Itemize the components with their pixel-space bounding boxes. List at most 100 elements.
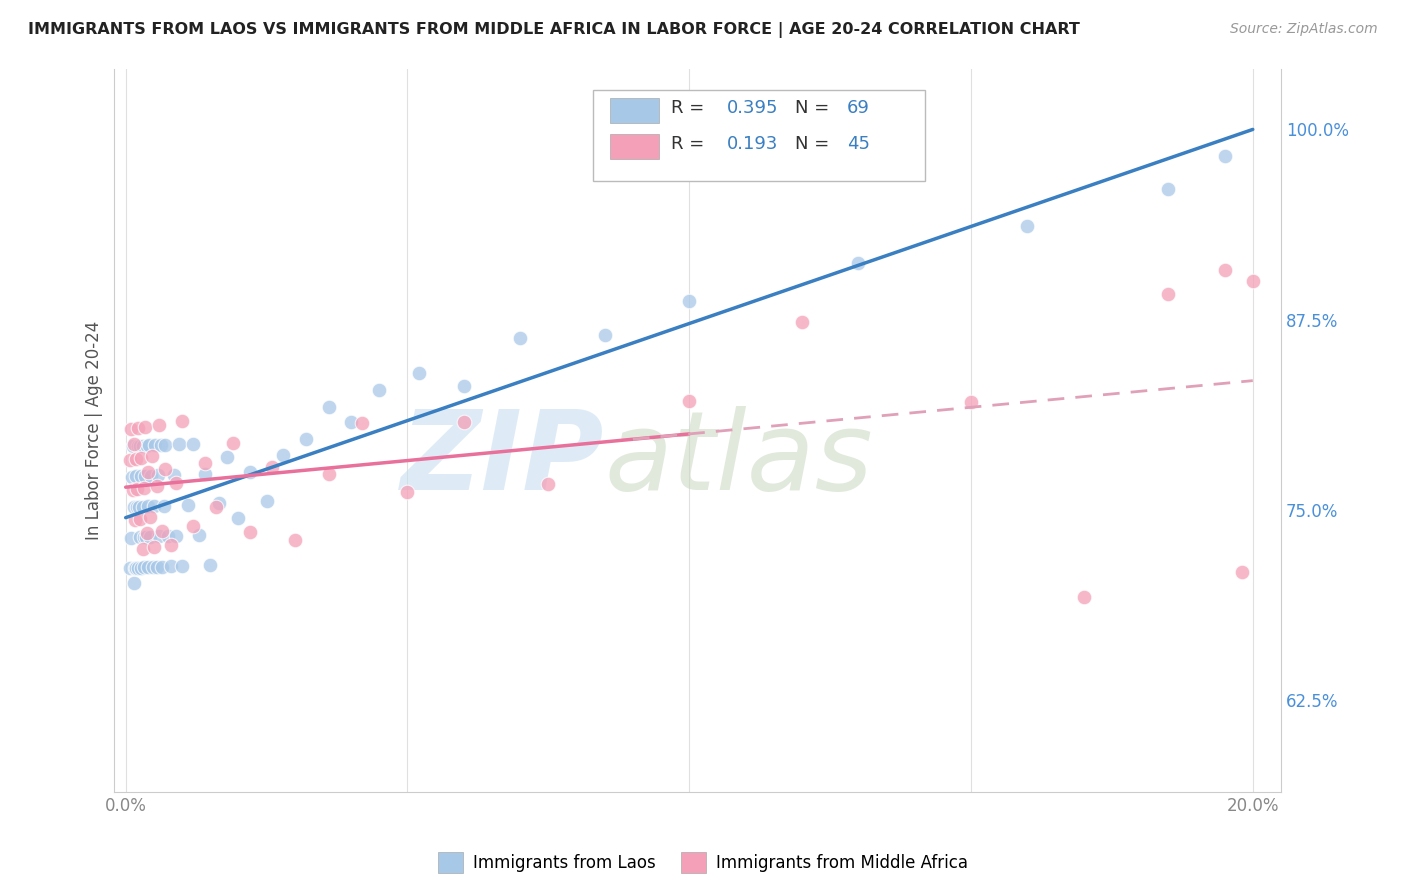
Point bbox=[131, 500, 153, 514]
Point bbox=[150, 559, 173, 574]
Point bbox=[194, 467, 217, 481]
FancyBboxPatch shape bbox=[593, 90, 925, 180]
Point bbox=[129, 530, 152, 544]
Point bbox=[122, 576, 145, 591]
Point bbox=[273, 448, 295, 462]
Point bbox=[136, 465, 159, 479]
Point bbox=[136, 500, 159, 514]
Point bbox=[127, 439, 149, 453]
Point bbox=[262, 460, 284, 475]
Point bbox=[200, 558, 222, 572]
Point bbox=[122, 437, 145, 451]
Point bbox=[1213, 149, 1236, 163]
Point bbox=[143, 438, 166, 452]
Point bbox=[228, 510, 250, 524]
Text: atlas: atlas bbox=[605, 406, 873, 513]
Point bbox=[120, 531, 142, 545]
Point bbox=[122, 500, 145, 514]
Text: 45: 45 bbox=[846, 136, 870, 153]
Point bbox=[142, 499, 165, 513]
Point bbox=[256, 494, 278, 508]
Y-axis label: In Labor Force | Age 20-24: In Labor Force | Age 20-24 bbox=[86, 320, 103, 540]
Point bbox=[1230, 565, 1253, 579]
Text: ZIP: ZIP bbox=[401, 406, 605, 513]
Point bbox=[187, 527, 209, 541]
Text: N =: N = bbox=[794, 136, 828, 153]
Point bbox=[678, 394, 700, 409]
Text: 0.193: 0.193 bbox=[727, 136, 779, 153]
FancyBboxPatch shape bbox=[610, 98, 659, 123]
Point bbox=[162, 467, 184, 482]
Point bbox=[121, 469, 143, 483]
Point bbox=[149, 438, 172, 452]
Point bbox=[131, 560, 153, 574]
Point bbox=[124, 513, 146, 527]
Point bbox=[1073, 590, 1095, 604]
Point bbox=[132, 530, 155, 544]
Point bbox=[142, 560, 165, 574]
Point bbox=[138, 438, 160, 452]
Text: R =: R = bbox=[671, 136, 704, 153]
Point bbox=[408, 366, 430, 380]
Point bbox=[145, 479, 167, 493]
Point bbox=[453, 379, 475, 393]
Point bbox=[148, 468, 170, 483]
Point bbox=[396, 484, 419, 499]
Point bbox=[127, 421, 149, 435]
Point bbox=[128, 500, 150, 514]
Point bbox=[159, 559, 181, 574]
Point bbox=[120, 452, 142, 467]
Point bbox=[141, 449, 163, 463]
Point bbox=[678, 293, 700, 308]
Point bbox=[139, 468, 162, 483]
Text: IMMIGRANTS FROM LAOS VS IMMIGRANTS FROM MIDDLE AFRICA IN LABOR FORCE | AGE 20-24: IMMIGRANTS FROM LAOS VS IMMIGRANTS FROM … bbox=[28, 22, 1080, 38]
Point bbox=[134, 469, 156, 483]
Point bbox=[284, 533, 307, 547]
Point bbox=[145, 560, 167, 574]
Point bbox=[129, 469, 152, 483]
Point bbox=[208, 496, 231, 510]
Text: 69: 69 bbox=[846, 99, 870, 117]
FancyBboxPatch shape bbox=[610, 135, 659, 159]
Point bbox=[125, 482, 148, 496]
Point bbox=[165, 528, 187, 542]
Point bbox=[122, 483, 145, 497]
Point bbox=[142, 540, 165, 554]
Point bbox=[128, 439, 150, 453]
Point bbox=[170, 558, 193, 573]
Point bbox=[128, 512, 150, 526]
Point bbox=[136, 526, 159, 541]
Point bbox=[790, 315, 813, 329]
Point bbox=[318, 467, 340, 481]
Point bbox=[181, 518, 204, 533]
Point bbox=[134, 560, 156, 574]
Point bbox=[205, 500, 228, 514]
Point bbox=[153, 462, 176, 476]
Point bbox=[135, 530, 157, 544]
Text: Source: ZipAtlas.com: Source: ZipAtlas.com bbox=[1230, 22, 1378, 37]
Point bbox=[165, 475, 187, 490]
Point bbox=[122, 439, 145, 453]
Point bbox=[136, 560, 159, 574]
Point bbox=[132, 481, 155, 495]
Point bbox=[139, 530, 162, 544]
Text: 0.395: 0.395 bbox=[727, 99, 779, 117]
Point bbox=[537, 477, 560, 491]
Point bbox=[1017, 219, 1039, 233]
Point bbox=[194, 456, 217, 470]
Point bbox=[139, 510, 162, 524]
Point bbox=[153, 499, 176, 513]
Point bbox=[1157, 182, 1180, 196]
Text: R =: R = bbox=[671, 99, 704, 117]
Point bbox=[131, 541, 153, 556]
Text: N =: N = bbox=[794, 99, 828, 117]
Point bbox=[340, 415, 363, 429]
Point bbox=[129, 450, 152, 465]
Point bbox=[239, 465, 262, 479]
Point bbox=[960, 394, 983, 409]
Point bbox=[125, 561, 148, 575]
Point bbox=[125, 451, 148, 466]
Point bbox=[120, 561, 142, 575]
Point bbox=[176, 498, 198, 512]
Point bbox=[125, 469, 148, 483]
